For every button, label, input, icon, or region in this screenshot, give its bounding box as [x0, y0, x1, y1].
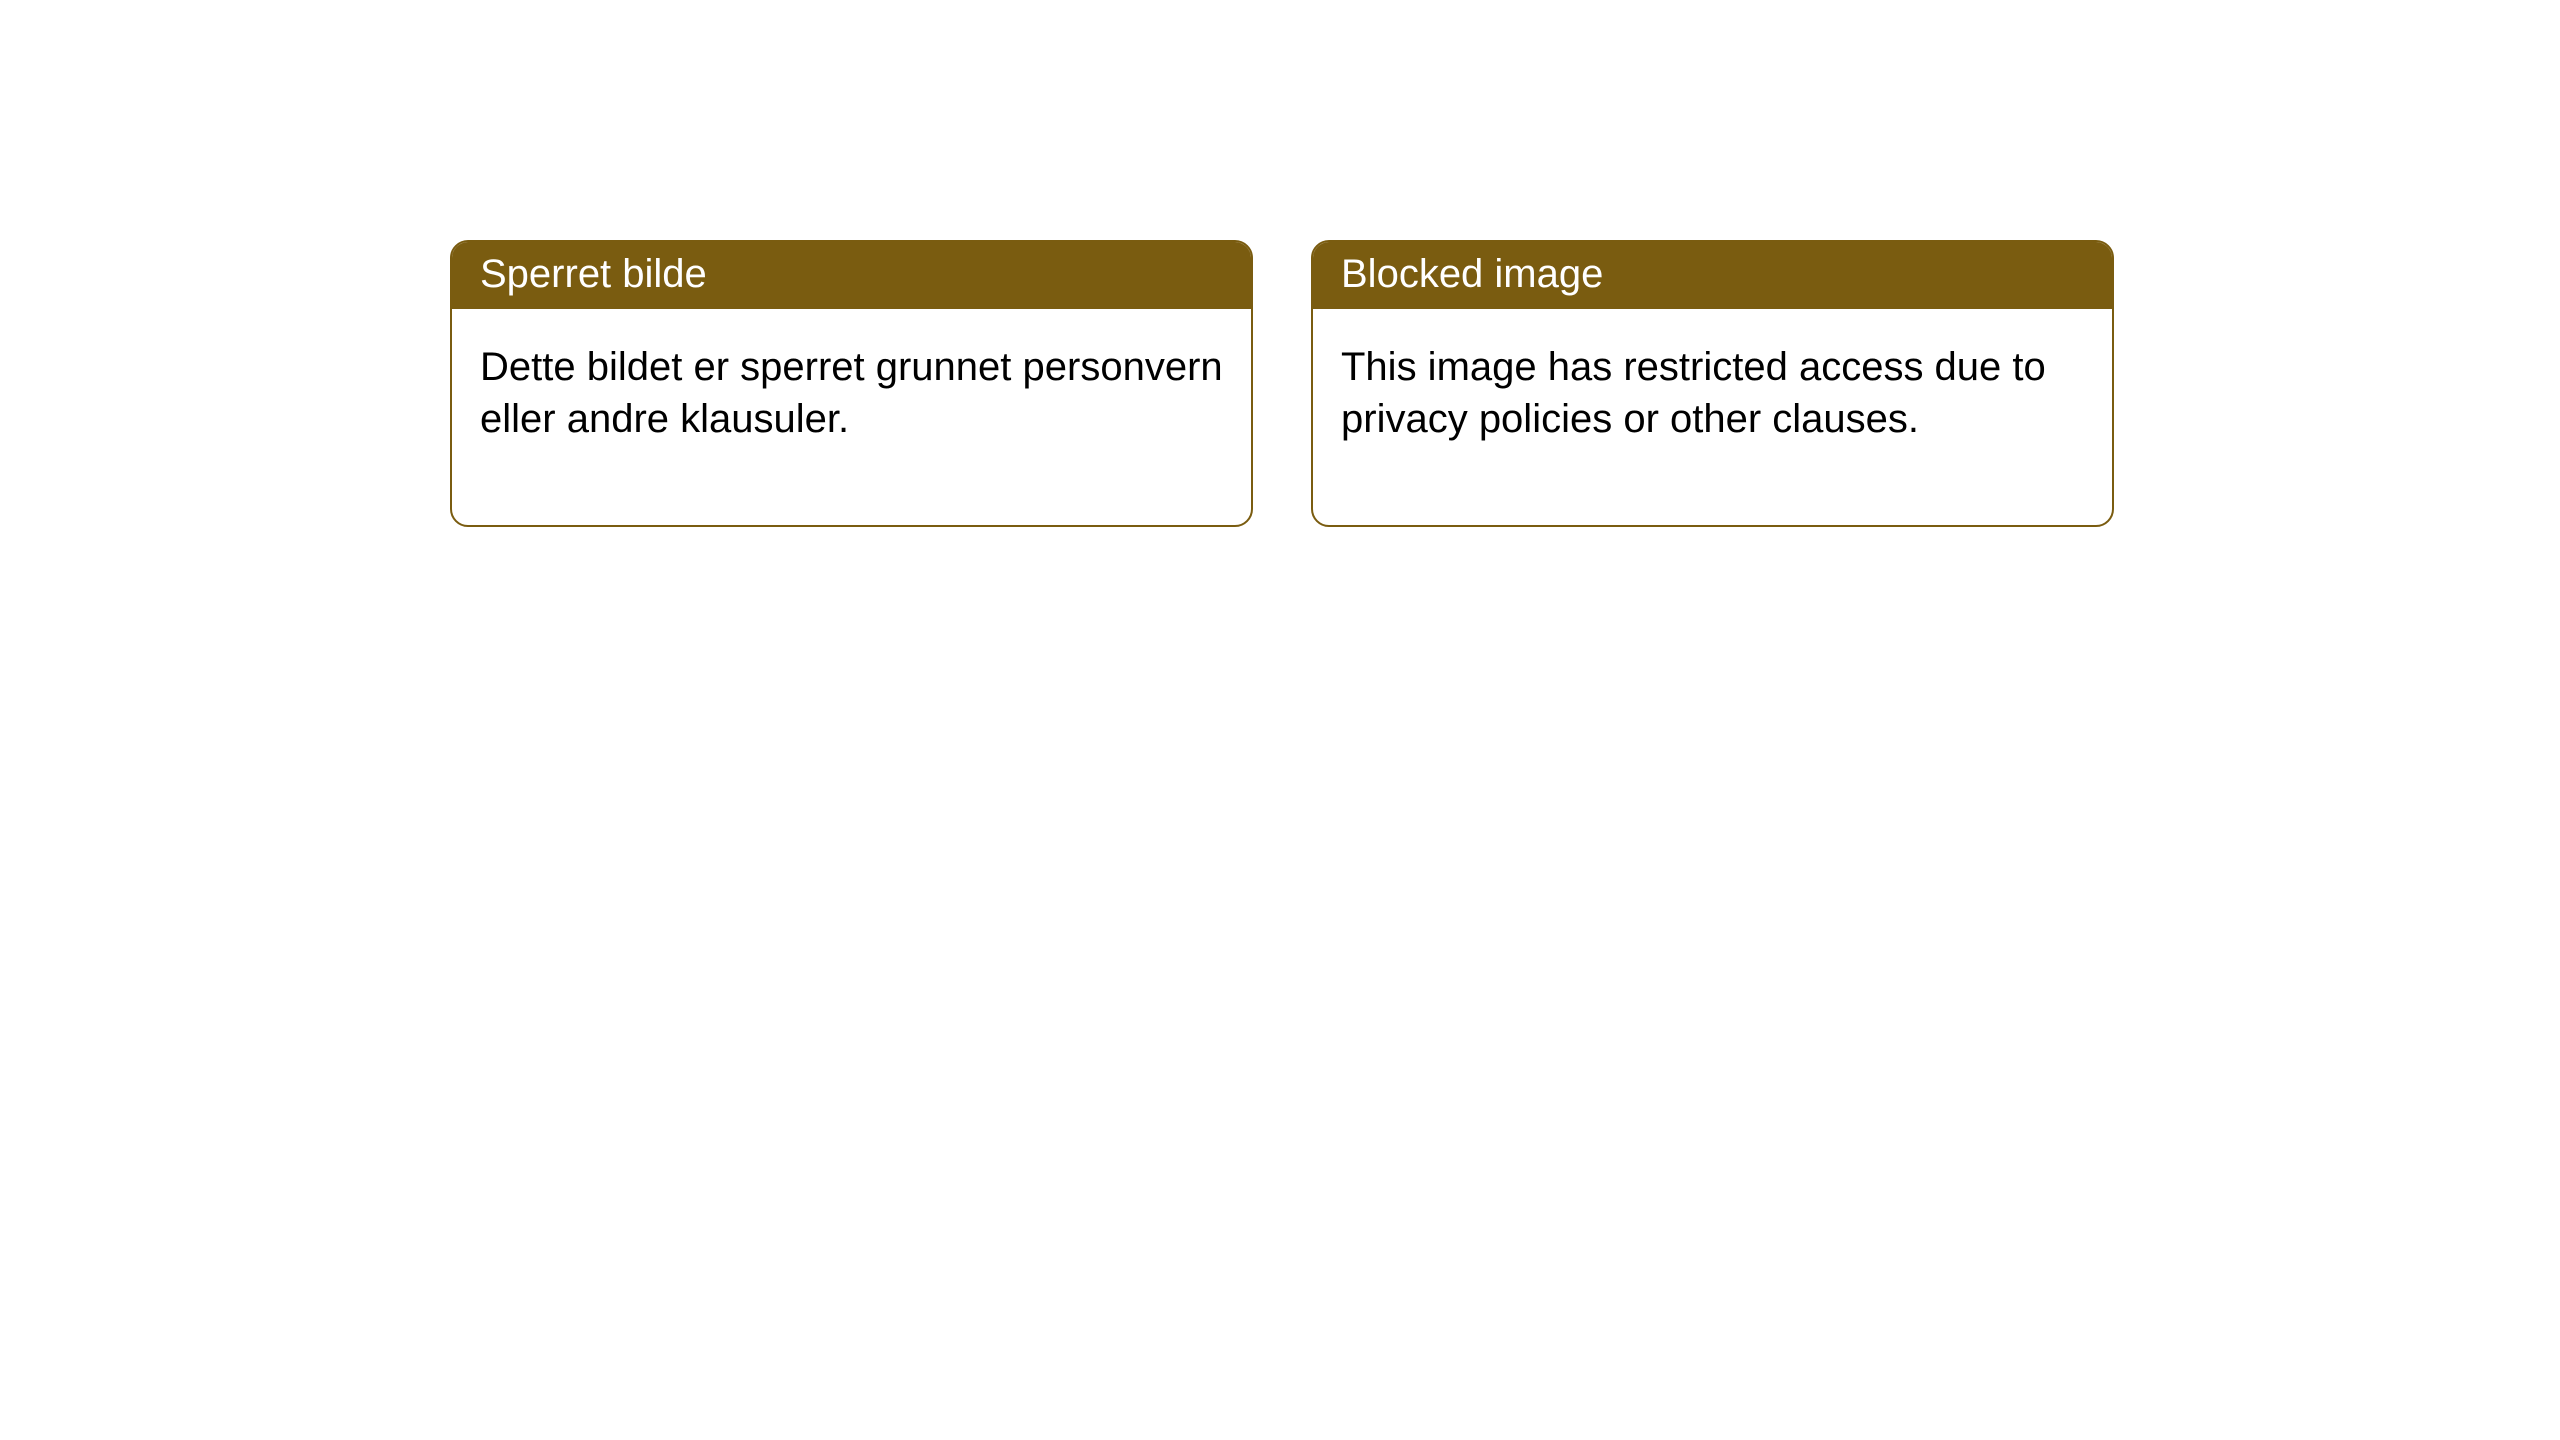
card-message: This image has restricted access due to … [1341, 345, 2046, 441]
card-body: Dette bildet er sperret grunnet personve… [452, 309, 1251, 525]
card-header: Blocked image [1313, 242, 2112, 309]
card-header: Sperret bilde [452, 242, 1251, 309]
notice-card-norwegian: Sperret bilde Dette bildet er sperret gr… [450, 240, 1253, 527]
notice-card-english: Blocked image This image has restricted … [1311, 240, 2114, 527]
notice-cards-container: Sperret bilde Dette bildet er sperret gr… [450, 240, 2114, 527]
card-title: Sperret bilde [480, 252, 707, 296]
card-title: Blocked image [1341, 252, 1603, 296]
card-message: Dette bildet er sperret grunnet personve… [480, 345, 1223, 441]
card-body: This image has restricted access due to … [1313, 309, 2112, 525]
